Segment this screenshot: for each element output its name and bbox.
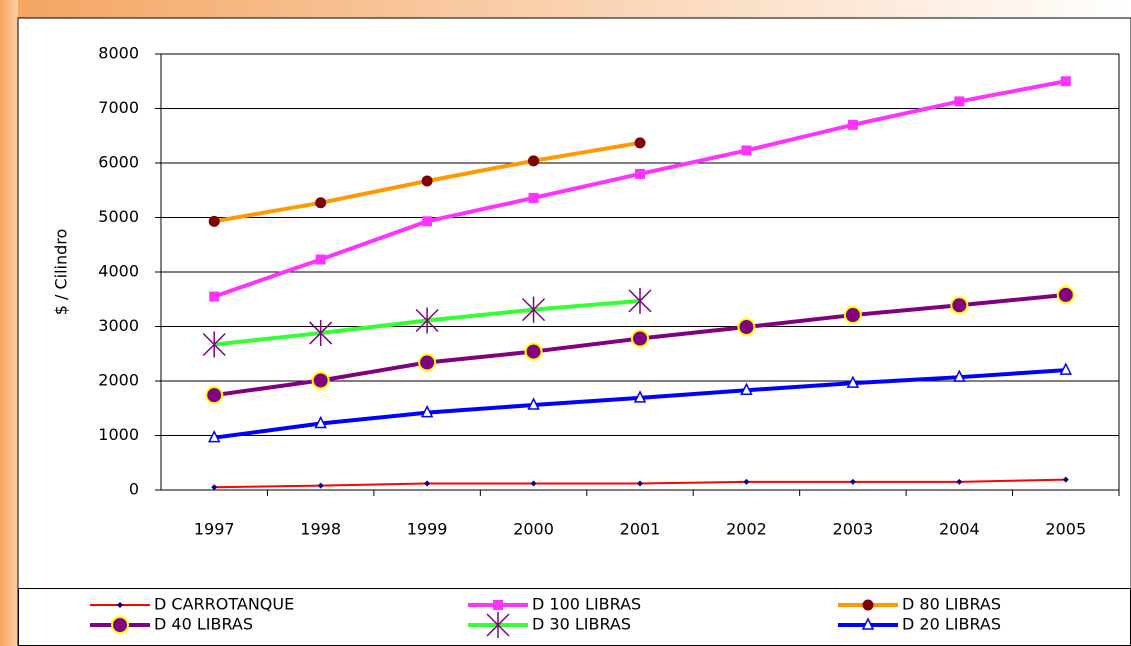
marker bbox=[953, 369, 966, 382]
marker bbox=[524, 342, 543, 361]
marker bbox=[530, 480, 537, 487]
marker bbox=[740, 382, 753, 396]
marker bbox=[418, 353, 437, 372]
marker bbox=[111, 616, 129, 634]
marker bbox=[1056, 285, 1075, 304]
marker bbox=[208, 215, 220, 227]
marker bbox=[205, 386, 224, 405]
y-tick-label: 5000 bbox=[98, 207, 139, 226]
marker bbox=[202, 331, 226, 358]
x-tick-label: 1999 bbox=[407, 520, 448, 539]
x-tick-label: 2001 bbox=[620, 520, 661, 539]
marker bbox=[311, 371, 330, 390]
marker bbox=[522, 296, 546, 323]
y-axis-label: $ / Cilindro bbox=[52, 229, 71, 316]
marker bbox=[1059, 362, 1072, 375]
marker bbox=[628, 287, 652, 314]
marker bbox=[208, 430, 221, 443]
marker bbox=[527, 397, 540, 410]
marker bbox=[317, 482, 324, 489]
marker bbox=[954, 96, 965, 107]
legend-label: D 40 LIBRAS bbox=[154, 615, 253, 634]
legend-label: D 20 LIBRAS bbox=[902, 615, 1001, 634]
x-tick-label: 2002 bbox=[726, 520, 767, 539]
frame-left bbox=[0, 0, 18, 646]
marker bbox=[421, 175, 433, 187]
legend-label: D 80 LIBRAS bbox=[902, 595, 1001, 614]
marker bbox=[209, 291, 220, 302]
x-tick-label: 1998 bbox=[300, 520, 341, 539]
marker bbox=[849, 478, 856, 485]
y-tick-label: 1000 bbox=[98, 425, 139, 444]
marker bbox=[633, 390, 647, 403]
y-tick-label: 4000 bbox=[98, 262, 139, 281]
marker bbox=[420, 404, 434, 418]
legend-label: D 100 LIBRAS bbox=[532, 595, 641, 614]
legend-label: D 30 LIBRAS bbox=[532, 615, 631, 634]
marker bbox=[637, 480, 643, 487]
chart-area bbox=[17, 17, 1131, 646]
marker bbox=[424, 480, 431, 487]
marker bbox=[847, 119, 858, 130]
legend bbox=[18, 588, 1131, 646]
frame-top bbox=[0, 0, 1131, 18]
y-tick-label: 2000 bbox=[98, 371, 139, 390]
marker bbox=[314, 415, 327, 429]
marker bbox=[415, 307, 439, 334]
x-tick-label: 2003 bbox=[833, 520, 874, 539]
marker bbox=[309, 320, 333, 347]
marker bbox=[635, 168, 645, 179]
marker bbox=[528, 192, 539, 203]
marker bbox=[862, 599, 874, 611]
marker bbox=[631, 329, 649, 348]
y-tick-label: 0 bbox=[129, 480, 139, 499]
y-tick-label: 7000 bbox=[98, 98, 139, 117]
marker bbox=[737, 318, 756, 337]
x-tick-label: 2005 bbox=[1045, 520, 1086, 539]
marker bbox=[634, 137, 646, 149]
marker bbox=[956, 478, 963, 485]
marker bbox=[743, 478, 750, 485]
marker bbox=[741, 145, 752, 156]
marker bbox=[950, 296, 969, 315]
x-tick-label: 1997 bbox=[194, 520, 235, 539]
y-tick-label: 6000 bbox=[98, 153, 139, 172]
y-tick-label: 3000 bbox=[98, 316, 139, 335]
y-tick-label: 8000 bbox=[98, 44, 139, 63]
x-tick-label: 2004 bbox=[939, 520, 980, 539]
marker bbox=[843, 306, 862, 325]
marker bbox=[528, 155, 540, 167]
marker bbox=[846, 375, 860, 388]
marker bbox=[1060, 76, 1071, 87]
marker bbox=[315, 254, 326, 265]
marker bbox=[211, 484, 218, 491]
marker bbox=[315, 197, 327, 209]
marker bbox=[861, 617, 875, 630]
x-tick-label: 2000 bbox=[513, 520, 554, 539]
marker bbox=[493, 600, 503, 610]
marker bbox=[117, 602, 123, 608]
legend-label: D CARROTANQUE bbox=[154, 595, 294, 614]
marker bbox=[486, 612, 510, 638]
marker bbox=[1062, 476, 1069, 483]
marker bbox=[422, 216, 433, 227]
